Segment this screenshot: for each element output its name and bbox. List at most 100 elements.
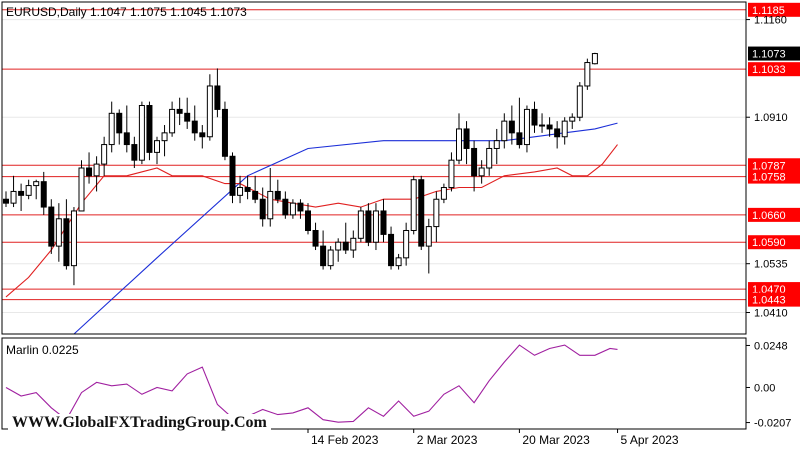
candle-body	[554, 128, 561, 138]
candle	[176, 97, 183, 126]
level-label: 1.1185	[752, 5, 785, 17]
candle	[539, 113, 546, 133]
candle-body	[48, 206, 55, 247]
candle-body	[191, 120, 198, 134]
candle	[433, 191, 440, 243]
candle	[86, 152, 93, 184]
candle	[546, 117, 553, 137]
candle	[78, 160, 85, 212]
level-label-bg	[748, 62, 800, 77]
candle	[33, 179, 40, 200]
candle	[48, 199, 55, 254]
watermark: WWW.GlobalFXTradingGroup.Com	[8, 414, 271, 432]
candle-body	[40, 181, 47, 208]
candle	[267, 168, 274, 227]
candle	[312, 222, 319, 251]
candle-body	[456, 128, 462, 161]
candle	[342, 222, 349, 254]
indicator-panel-frame	[1, 337, 747, 430]
candle-body	[561, 120, 568, 138]
candle	[131, 136, 138, 168]
candle	[108, 101, 115, 153]
marlin-line	[5, 344, 618, 423]
candle	[70, 207, 77, 286]
candle	[101, 136, 108, 176]
candle-body	[471, 147, 478, 177]
candle	[116, 109, 123, 145]
level-label: 1.1033	[752, 64, 786, 76]
candle-body	[70, 210, 77, 267]
candle	[410, 175, 417, 235]
candle-body	[546, 124, 553, 130]
candle-body	[282, 198, 289, 216]
level-label-bg	[748, 282, 800, 297]
candle-body	[501, 120, 508, 142]
candle	[357, 207, 364, 243]
candle-body	[229, 155, 236, 196]
candle	[221, 101, 228, 161]
candle-body	[493, 140, 500, 149]
ma-red-line	[5, 144, 618, 298]
candle	[259, 187, 266, 227]
candle	[508, 105, 515, 145]
candle-body	[297, 202, 304, 212]
candles	[3, 52, 598, 286]
date-tick-label: 20 Mar 2023	[522, 433, 590, 447]
candle	[335, 238, 342, 262]
candle-body	[305, 210, 311, 231]
candle-body	[440, 187, 447, 200]
candle-body	[584, 62, 591, 87]
candle-body	[154, 140, 160, 153]
candle-body	[478, 167, 485, 177]
candle	[501, 113, 508, 149]
marlin-indicator	[5, 344, 618, 423]
candle-body	[523, 108, 530, 146]
candle-body	[123, 132, 130, 146]
candle-body	[327, 249, 334, 267]
chart-title: EURUSD,Daily 1.1047 1.1075 1.1045 1.1073	[6, 5, 247, 19]
candle	[440, 183, 447, 204]
level-label: 1.0590	[752, 237, 786, 249]
candle	[138, 101, 145, 165]
candle-body	[289, 202, 296, 216]
candle-body	[463, 128, 470, 149]
candle	[10, 175, 17, 208]
candle	[471, 140, 478, 192]
candle-body	[63, 218, 70, 267]
indicator-label: Marlin 0.0225	[6, 343, 79, 357]
candle	[554, 121, 561, 149]
candle	[93, 156, 100, 192]
candle-body	[365, 210, 372, 243]
candle-body	[388, 233, 395, 267]
price-panel-frame	[1, 1, 747, 335]
candle-body	[10, 190, 17, 204]
candle	[3, 191, 9, 208]
level-label: 1.0443	[752, 295, 786, 307]
candle-body	[591, 53, 598, 65]
candle-body	[433, 198, 440, 228]
current-price-bg	[748, 46, 800, 61]
candle	[214, 68, 221, 118]
candle-body	[486, 147, 493, 169]
candle	[561, 117, 568, 145]
candle-body	[78, 167, 85, 212]
candle	[191, 105, 198, 141]
price-tick-label: 1.0910	[754, 112, 788, 124]
candle-body	[274, 190, 281, 200]
candle-body	[539, 124, 546, 127]
candle	[184, 97, 191, 129]
candle-body	[380, 210, 387, 235]
candle	[237, 175, 244, 204]
candle-body	[357, 210, 364, 239]
candle-body	[244, 187, 251, 192]
date-tick-label: 5 Apr 2023	[621, 433, 679, 447]
candle-body	[342, 241, 349, 251]
current-price-label: 1.1073	[752, 49, 786, 61]
candle-body	[146, 105, 153, 153]
candle-body	[206, 85, 213, 138]
candle	[154, 136, 160, 165]
candle	[282, 191, 289, 219]
candle	[199, 125, 206, 149]
